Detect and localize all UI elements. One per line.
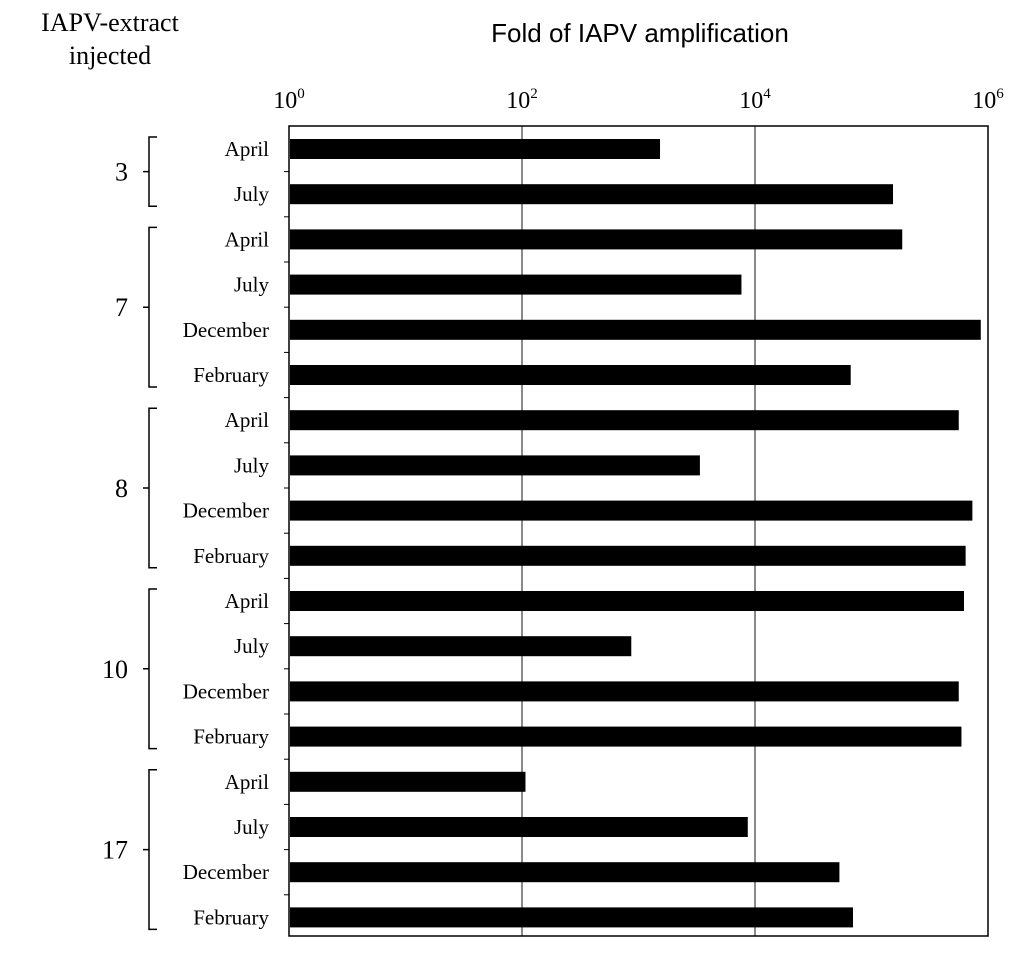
category-label: July <box>234 453 270 477</box>
plot-frame <box>288 125 989 937</box>
bar <box>290 817 748 837</box>
bar <box>290 726 962 747</box>
x-tick-label: 100 <box>273 86 305 114</box>
category-label: April <box>225 227 269 251</box>
bar <box>290 636 632 657</box>
category-label: February <box>193 363 269 387</box>
group-bracket <box>143 769 157 931</box>
group-bracket <box>143 136 157 207</box>
category-label: April <box>225 589 269 613</box>
category-label: February <box>193 725 269 749</box>
bar <box>290 500 973 521</box>
group-axis-title-line2: injected <box>68 41 152 70</box>
category-label: April <box>225 137 269 161</box>
group-bracket <box>143 407 157 569</box>
bar <box>290 455 700 476</box>
group-label: 8 <box>115 474 128 503</box>
category-label: February <box>193 544 269 568</box>
group-label: 3 <box>115 158 128 187</box>
category-label: July <box>234 182 270 206</box>
bar <box>290 319 981 340</box>
x-tick-labels: 100 102 104 106 <box>273 86 1004 114</box>
bar <box>290 771 526 792</box>
category-label: April <box>225 408 269 432</box>
category-label: December <box>183 679 269 703</box>
category-label: July <box>234 273 270 297</box>
x-tick-label: 104 <box>739 86 771 114</box>
bar <box>290 681 959 702</box>
category-label: December <box>183 318 269 342</box>
x-tick-label: 102 <box>506 86 538 114</box>
chart-title: Fold of IAPV amplification <box>491 18 789 48</box>
bar <box>290 184 894 205</box>
x-tick-label: 106 <box>972 86 1004 114</box>
bar <box>290 365 851 385</box>
bar <box>290 591 964 611</box>
bar <box>290 862 840 883</box>
category-label: July <box>234 634 270 658</box>
category-label: July <box>234 815 270 839</box>
category-labels: April July April July December February April J… <box>183 137 289 929</box>
group-label: 17 <box>102 836 128 865</box>
bar <box>290 274 742 295</box>
group-bracket <box>143 588 157 750</box>
bar <box>290 410 959 431</box>
category-label: April <box>225 770 269 794</box>
bar <box>290 545 966 566</box>
group-bracket <box>143 226 157 388</box>
category-label: February <box>193 905 269 929</box>
gridlines <box>521 126 756 936</box>
bars <box>290 139 981 928</box>
bar <box>290 139 661 159</box>
group-axis-title: IAPV-extract injected <box>14 6 206 72</box>
bar <box>290 229 903 250</box>
category-label: December <box>183 499 269 523</box>
group-label: 7 <box>115 293 128 322</box>
category-label: December <box>183 860 269 884</box>
bar <box>290 907 853 928</box>
group-label: 10 <box>102 655 128 684</box>
group-axis-title-line1: IAPV-extract <box>41 8 179 37</box>
group-brackets: 3 7 8 10 17 <box>102 136 157 931</box>
